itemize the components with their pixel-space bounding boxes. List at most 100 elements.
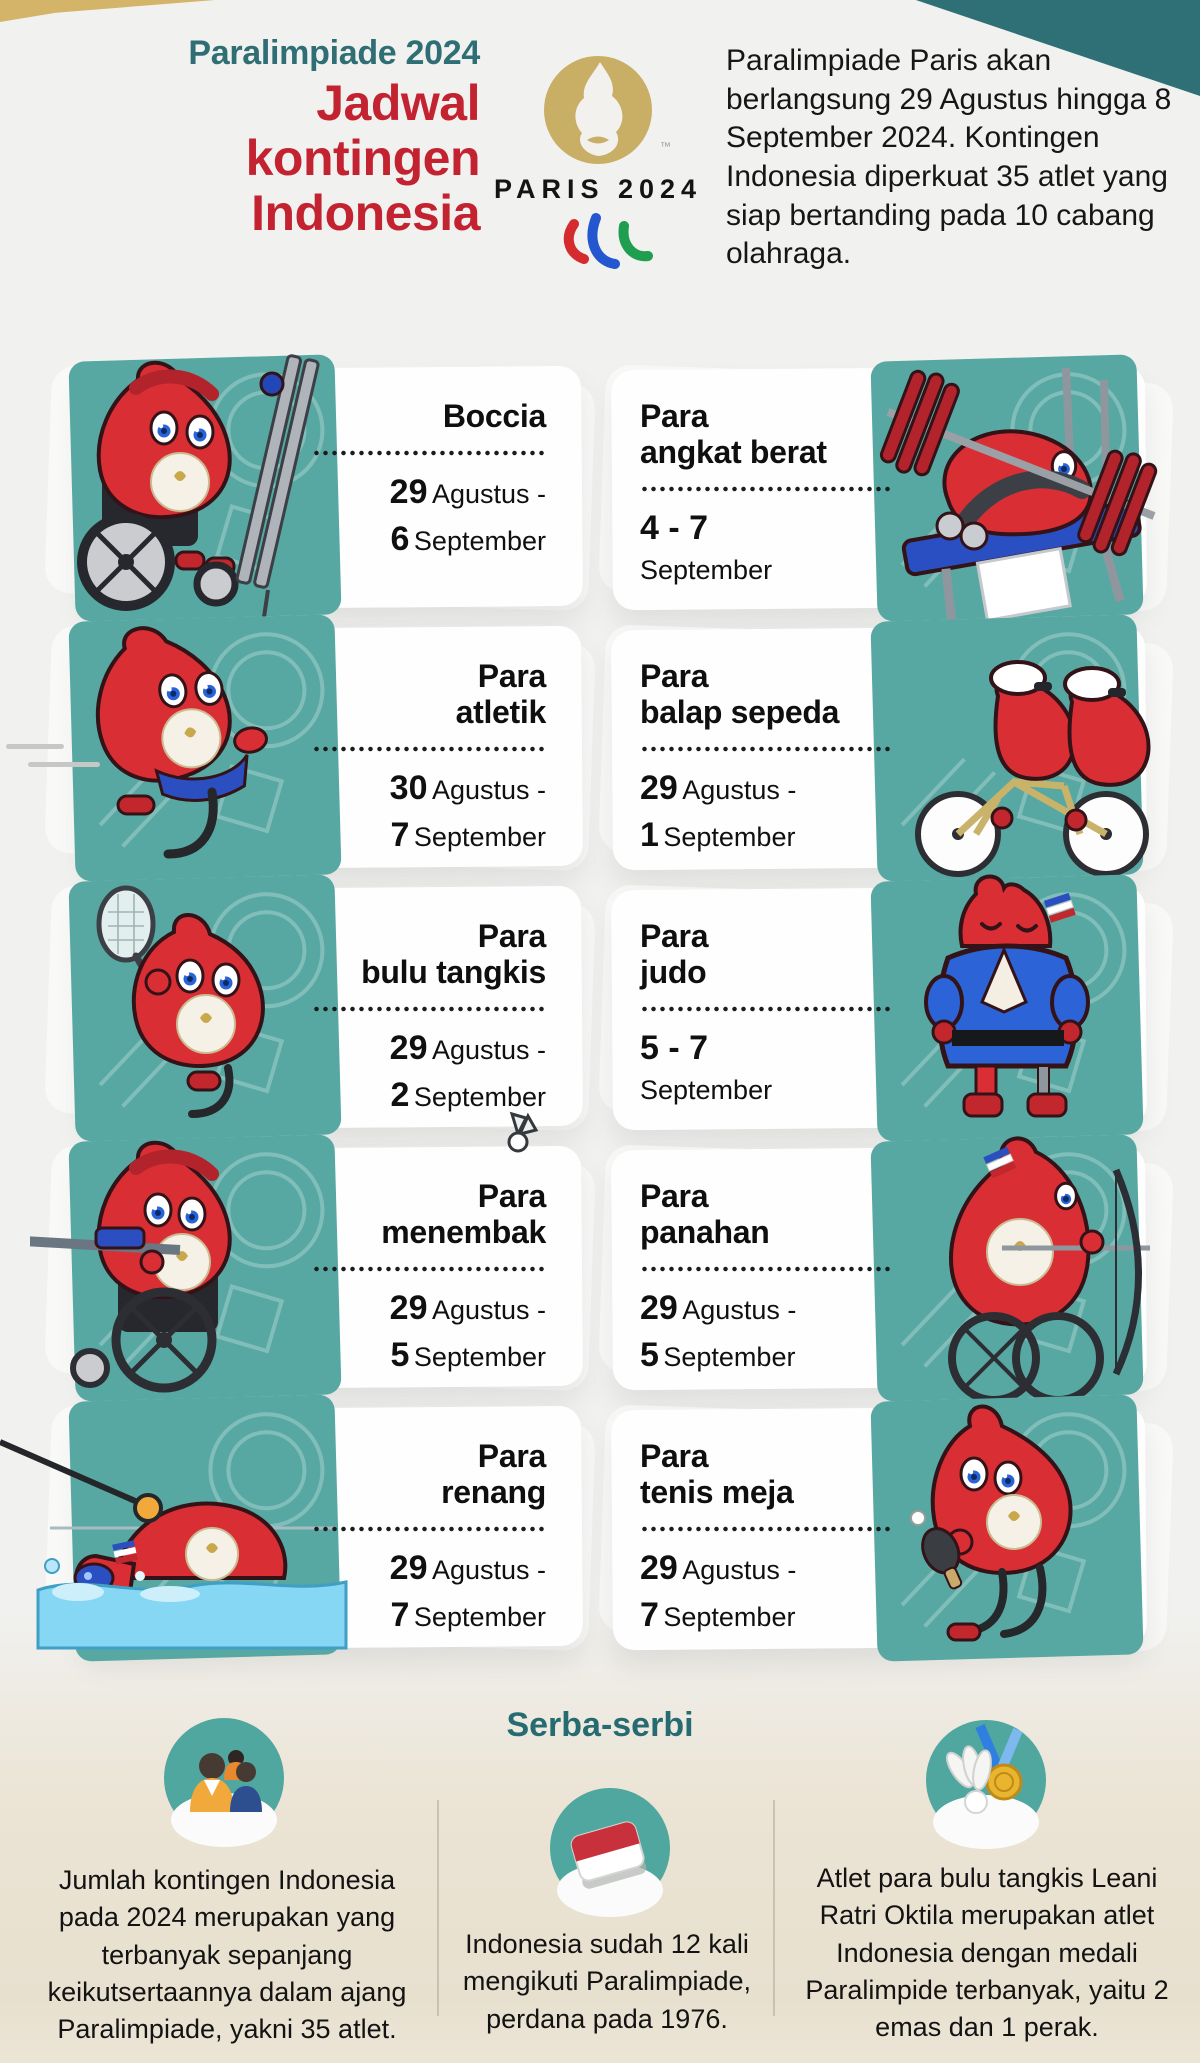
panel-pattern-decoration [900,892,1127,1108]
serba-serbi-title: Serba-serbi [506,1706,694,1744]
sport-name: Para angkat berat [640,398,890,470]
sport-dates: 29 Agustus - 1 September [640,765,890,859]
panel-pattern-decoration [98,1152,325,1368]
date-line: 7 September [640,1596,796,1635]
dotted-divider [640,746,890,753]
svg-text:™: ™ [660,141,671,153]
sport-name-line: Para [477,1438,547,1474]
people-icon [158,1716,290,1848]
card-text: Para balap sepeda 29 Agustus - 1 September [640,658,890,859]
date-line: 29 Agustus - [640,1289,797,1328]
card-text: Para bulu tangkis 29 Agustus - 2 September [314,918,546,1119]
sport-name-line: Para [640,658,709,694]
panel-pattern-decoration [900,1152,1127,1368]
sport-card-powerlifting: Para angkat berat 4 - 7 September [598,354,1174,632]
mascot-panel [68,354,342,622]
gold-corner-decoration [0,0,215,22]
speed-line-decoration [28,762,100,767]
panel-pattern-decoration [98,372,325,588]
card-text: Para angkat berat 4 - 7 September [640,398,890,589]
card-text: Para judo 5 - 7 September [640,918,890,1109]
sport-name: Para renang [314,1438,546,1510]
dotted-divider [640,1266,890,1273]
column-divider [437,1800,439,2016]
fact-text: Indonesia sudah 12 kali mengikuti Parali… [462,1929,752,2034]
flame-emblem-icon: ™ [544,56,671,164]
dotted-divider [314,1526,546,1533]
sport-name: Boccia [314,398,546,434]
sport-name-line: Boccia [442,398,546,434]
dotted-divider [640,486,890,493]
speed-line-decoration [6,744,64,749]
date-line: 1 September [640,816,796,855]
fact-text: Atlet para bulu tangkis Leani Ratri Okti… [805,1863,1169,2042]
sport-name: Para judo [640,918,890,990]
date-line: September [640,1075,773,1106]
date-line: 5 - 7 [640,1029,709,1068]
dotted-divider [640,1006,890,1013]
sport-card-judo: Para judo 5 - 7 September [598,874,1174,1142]
fact-text: Jumlah kontingen Indonesia pada 2024 mer… [47,1865,407,2044]
dotted-divider [314,746,546,753]
sport-name: Para menembak [314,1178,546,1250]
date-line: 6 September [390,520,546,559]
date-line: 7 September [390,816,546,855]
mascot-panel [870,614,1144,882]
date-line: 7 September [390,1596,546,1635]
date-line: 2 September [390,1076,546,1115]
sport-card-archery: Para panahan 29 Agustus - 5 September [598,1134,1174,1404]
mascot-panel [870,874,1144,1142]
sport-dates: 29 Agustus - 5 September [640,1285,890,1379]
mascot-panel [68,1134,342,1402]
page-title: Jadwal kontingen Indonesia [0,75,481,241]
panel-pattern-decoration [98,632,325,848]
sport-name-line: balap sepeda [640,694,840,731]
sport-card-tabletennis: Para tenis meja 29 Agustus - 7 September [598,1394,1174,1662]
sport-dates: 29 Agustus - 7 September [640,1545,890,1639]
date-line: 29 Agustus - [389,1289,546,1328]
date-line: 29 Agustus - [389,1029,546,1068]
date-line: 29 Agustus - [640,1549,797,1588]
sport-card-athletics: Para atletik 30 Agustus - 7 September [44,614,596,882]
sport-name-line: tenis meja [640,1474,794,1511]
date-line: September [640,555,773,586]
indonesia-flag-icon [544,1786,676,1918]
date-line: 29 Agustus - [389,1549,546,1588]
date-line: 29 Agustus - [389,473,546,512]
sport-name-line: menembak [381,1214,546,1251]
sport-dates: 29 Agustus - 2 September [314,1025,546,1119]
sport-name-line: Para [640,1178,709,1214]
sport-name: Para tenis meja [640,1438,890,1510]
sport-dates: 29 Agustus - 6 September [314,469,546,563]
date-line: 30 Agustus - [389,769,546,808]
card-text: Para renang 29 Agustus - 7 September [314,1438,546,1639]
date-line: 5 September [390,1336,546,1375]
sport-dates: 4 - 7 September [640,505,890,589]
card-text: Boccia 29 Agustus - 6 September [314,398,546,563]
mascot-panel [870,1134,1144,1402]
kicker-text: Paralimpiade 2024 [188,34,480,72]
sport-name: Para panahan [640,1178,890,1250]
panel-pattern-decoration [900,1412,1127,1628]
dotted-divider [640,1526,890,1533]
paris-2024-logo: ™ PARIS 2024 [492,30,708,285]
sport-name-line: angkat berat [640,434,827,471]
sport-name-line: judo [640,954,707,991]
sport-dates: 5 - 7 September [640,1025,890,1109]
sport-name-line: Para [477,1178,547,1214]
sport-name-line: Para [477,658,547,694]
page-title-line: kontingen [245,130,481,186]
sport-name-line: Para [477,918,547,954]
panel-pattern-decoration [900,632,1127,848]
page-title-line: Jadwal [316,75,480,131]
card-text: Para panahan 29 Agustus - 5 September [640,1178,890,1379]
date-line: 29 Agustus - [640,769,797,808]
sport-dates: 29 Agustus - 5 September [314,1285,546,1379]
sport-name-line: panahan [640,1214,770,1251]
column-divider [773,1800,775,2016]
panel-pattern-decoration [98,892,325,1108]
panel-pattern-decoration [900,372,1127,588]
dotted-divider [314,1266,546,1273]
dotted-divider [314,450,546,457]
